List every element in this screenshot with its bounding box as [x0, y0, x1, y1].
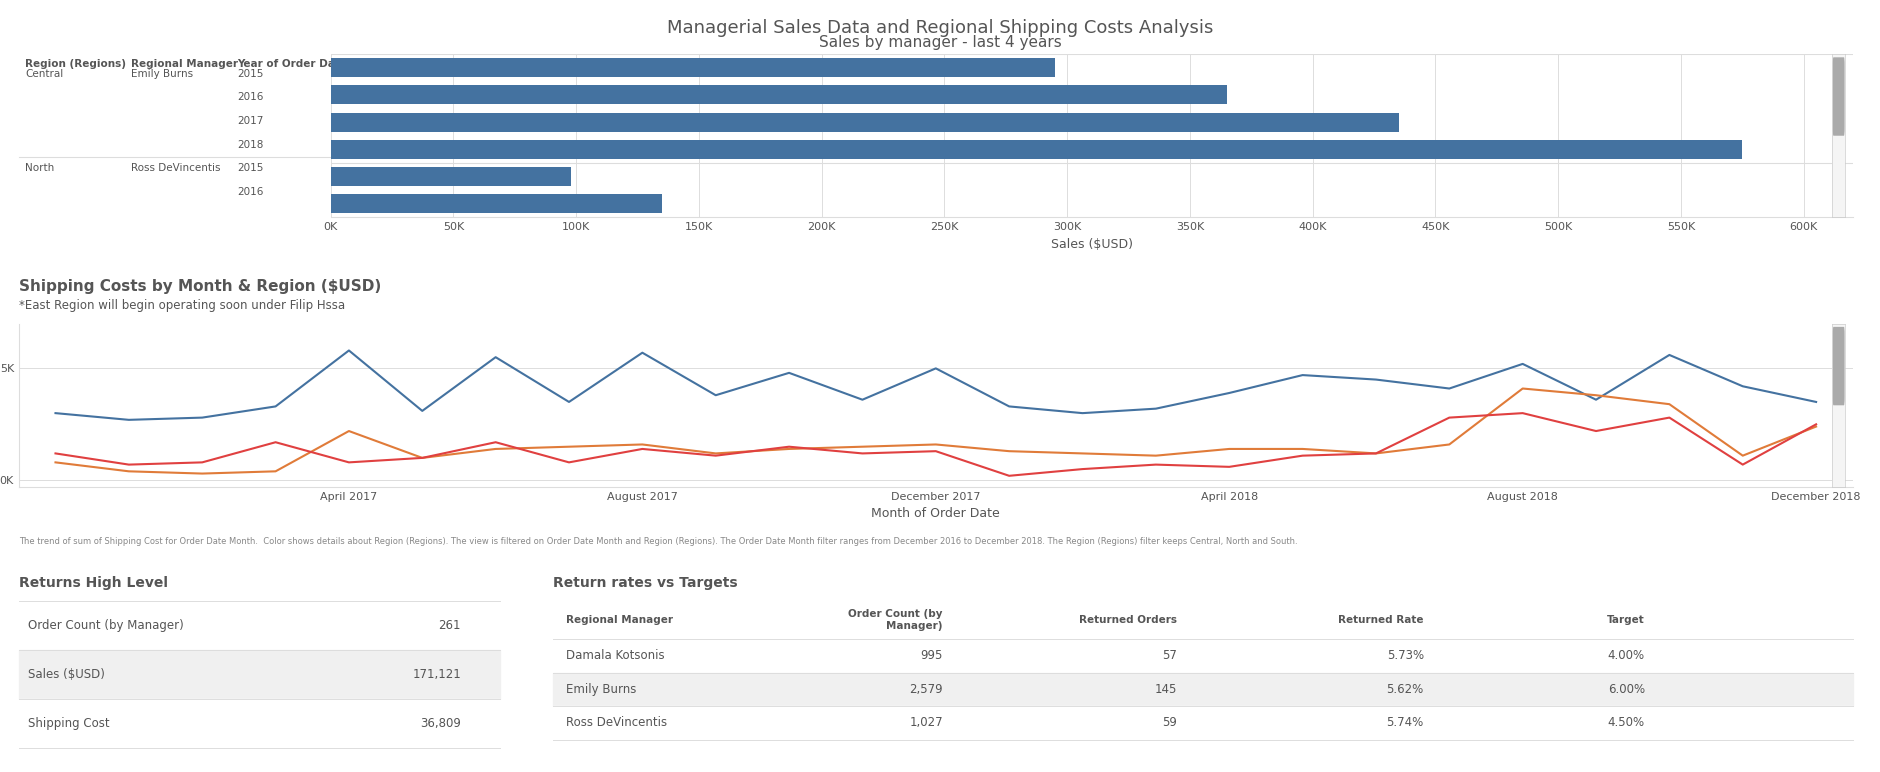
Text: Managerial Sales Data and Regional Shipping Costs Analysis: Managerial Sales Data and Regional Shipp… — [667, 19, 1213, 37]
Text: Ross DeVincentis: Ross DeVincentis — [132, 164, 220, 174]
Text: 995: 995 — [919, 649, 942, 662]
Text: 1,027: 1,027 — [908, 716, 942, 730]
Text: 2015: 2015 — [237, 69, 263, 79]
Bar — [553, 672, 1852, 706]
Text: Emily Burns: Emily Burns — [132, 69, 194, 79]
Text: Sales by manager - last 4 years: Sales by manager - last 4 years — [818, 35, 1062, 49]
Text: 2016: 2016 — [237, 93, 263, 103]
Text: Regional Manager: Regional Manager — [566, 615, 673, 625]
Bar — [331, 86, 1226, 104]
Bar — [19, 699, 500, 748]
Bar — [553, 639, 1852, 672]
Text: 2015: 2015 — [237, 164, 263, 174]
Text: 36,809: 36,809 — [419, 717, 461, 730]
Text: Region (Regions): Region (Regions) — [24, 59, 126, 69]
X-axis label: Sales ($USD): Sales ($USD) — [1051, 238, 1132, 251]
Bar — [331, 195, 662, 213]
Text: 57: 57 — [1162, 649, 1177, 662]
Text: Sales ($USD): Sales ($USD) — [28, 669, 105, 682]
Text: 5.74%: 5.74% — [1386, 716, 1423, 730]
Text: 261: 261 — [438, 619, 461, 632]
Text: 171,121: 171,121 — [412, 669, 461, 682]
Text: Year of Order Date: Year of Order Date — [237, 59, 348, 69]
FancyBboxPatch shape — [1831, 327, 1844, 405]
Text: Return rates vs Targets: Return rates vs Targets — [553, 576, 737, 590]
Text: Returned Orders: Returned Orders — [1079, 615, 1177, 625]
Bar — [331, 167, 572, 186]
FancyBboxPatch shape — [1831, 57, 1844, 136]
Text: Damala Kotsonis: Damala Kotsonis — [566, 649, 664, 662]
Text: Emily Burns: Emily Burns — [566, 683, 635, 696]
Text: 2018: 2018 — [237, 140, 263, 150]
Text: Returns High Level: Returns High Level — [19, 576, 167, 590]
Text: 5.62%: 5.62% — [1386, 683, 1423, 696]
Text: North: North — [24, 164, 55, 174]
Bar — [553, 601, 1852, 639]
Text: 4.00%: 4.00% — [1607, 649, 1643, 662]
Bar — [331, 140, 1741, 159]
Text: Shipping Costs by Month & Region ($USD): Shipping Costs by Month & Region ($USD) — [19, 279, 382, 294]
Text: 5.73%: 5.73% — [1386, 649, 1423, 662]
Text: Returned Rate: Returned Rate — [1339, 615, 1423, 625]
Text: Ross DeVincentis: Ross DeVincentis — [566, 716, 667, 730]
Bar — [19, 601, 500, 650]
Text: Central: Central — [24, 69, 64, 79]
Text: The trend of sum of Shipping Cost for Order Date Month.  Color shows details abo: The trend of sum of Shipping Cost for Or… — [19, 537, 1297, 546]
Text: Regional Manager: Regional Manager — [132, 59, 239, 69]
X-axis label: Month of Order Date: Month of Order Date — [870, 507, 1000, 520]
Bar — [331, 58, 1055, 77]
Bar — [553, 706, 1852, 740]
Bar — [331, 113, 1399, 132]
Bar — [19, 650, 500, 699]
Text: 2,579: 2,579 — [908, 683, 942, 696]
Text: 2017: 2017 — [237, 116, 263, 126]
Text: Order Count (by Manager): Order Count (by Manager) — [28, 619, 184, 632]
Text: 6.00%: 6.00% — [1607, 683, 1643, 696]
Text: Order Count (by
Manager): Order Count (by Manager) — [848, 609, 942, 631]
Text: Shipping Cost: Shipping Cost — [28, 717, 111, 730]
Text: 2016: 2016 — [237, 187, 263, 197]
Text: 145: 145 — [1154, 683, 1177, 696]
Text: 4.50%: 4.50% — [1607, 716, 1643, 730]
Text: 59: 59 — [1162, 716, 1177, 730]
Text: *East Region will begin operating soon under Filip Hssa: *East Region will begin operating soon u… — [19, 300, 344, 312]
Text: Target: Target — [1606, 615, 1643, 625]
